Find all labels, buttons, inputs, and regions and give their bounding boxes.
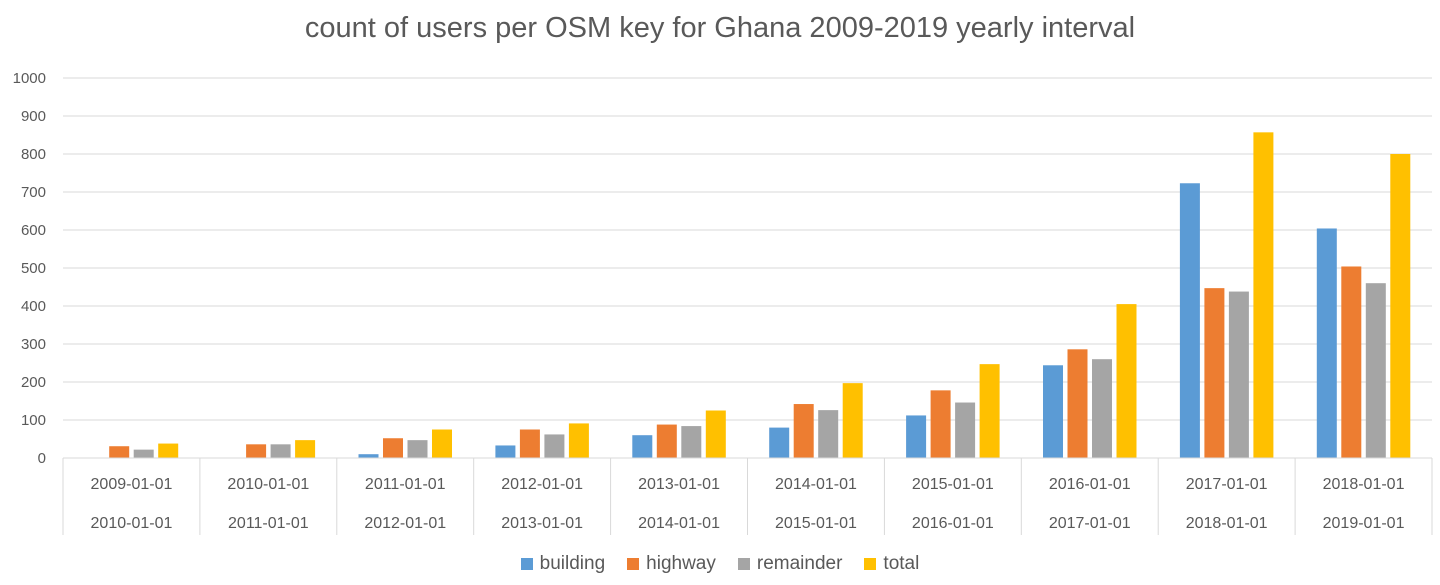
legend-swatch: [627, 558, 640, 570]
bar-total: [158, 443, 179, 458]
legend-item-highway[interactable]: highway: [627, 553, 716, 575]
bar-building: [1043, 365, 1063, 458]
bar-total: [295, 440, 316, 458]
chart-title: count of users per OSM key for Ghana 200…: [304, 12, 1136, 44]
x-tick-label: 2016-01-01: [912, 515, 994, 532]
bar-highway: [656, 424, 677, 458]
legend: building highway remainder total: [0, 553, 1440, 575]
y-tick-label: 200: [21, 374, 46, 391]
x-tick-label: 2015-01-01: [912, 476, 994, 493]
x-tick-label: 2016-01-01: [1049, 476, 1131, 493]
bar-total: [979, 364, 1000, 458]
bar-highway: [793, 404, 814, 458]
bar-building: [632, 435, 653, 458]
bar-building: [1179, 183, 1200, 458]
y-tick-label: 100: [21, 412, 46, 429]
bar-building: [1316, 228, 1337, 458]
x-axis: 2009-01-01 2010-01-01 2010-01-01 2011-01-01…: [62, 457, 1433, 535]
y-tick-label: 300: [21, 336, 46, 353]
x-tick-label: 2013-01-01: [638, 476, 720, 493]
bar-building: [769, 427, 790, 458]
legend-swatch: [737, 558, 750, 570]
y-tick-label: 600: [21, 222, 46, 239]
bar-remainder: [544, 434, 565, 458]
bar-total: [568, 423, 589, 458]
bars: [109, 132, 1411, 458]
bar-total: [1390, 154, 1411, 458]
x-tick-label: 2019-01-01: [1323, 515, 1405, 532]
bar-remainder: [270, 444, 291, 458]
bar-highway: [246, 444, 267, 458]
bar-highway: [1341, 266, 1362, 458]
y-tick-label: 700: [21, 184, 46, 201]
bar-total: [705, 410, 726, 458]
bar-total: [842, 383, 863, 458]
x-tick-label: 2012-01-01: [501, 476, 583, 493]
legend-label: total: [883, 553, 920, 574]
x-tick-label: 2010-01-01: [91, 515, 173, 532]
legend-swatch: [520, 558, 533, 570]
legend-swatch: [864, 558, 877, 570]
x-tick-label: 2017-01-01: [1049, 515, 1131, 532]
legend-item-total[interactable]: total: [864, 553, 919, 575]
bar-remainder: [681, 426, 702, 458]
legend-item-remainder[interactable]: remainder: [737, 553, 843, 575]
bar-remainder: [818, 410, 839, 458]
bar-highway: [1067, 349, 1088, 458]
x-tick-label: 2017-01-01: [1186, 476, 1268, 493]
y-tick-label: 0: [38, 450, 46, 467]
y-tick-label: 400: [21, 298, 46, 315]
y-tick-label: 900: [21, 108, 46, 125]
bar-remainder: [955, 402, 976, 458]
x-tick-label: 2011-01-01: [228, 515, 309, 532]
bar-highway: [383, 438, 403, 458]
legend-label: highway: [646, 553, 716, 574]
bar-highway: [109, 446, 130, 458]
y-tick-label: 500: [21, 260, 46, 277]
x-tick-label: 2011-01-01: [365, 476, 446, 493]
bar-remainder: [133, 449, 154, 458]
bar-remainder: [1365, 283, 1386, 458]
gridlines: [63, 77, 1432, 459]
legend-label: remainder: [756, 553, 843, 574]
y-tick-label: 800: [21, 146, 46, 163]
x-tick-label: 2013-01-01: [501, 515, 583, 532]
bar-highway: [1204, 288, 1225, 458]
x-tick-label: 2009-01-01: [91, 476, 173, 493]
x-tick-label: 2014-01-01: [638, 515, 720, 532]
bar-building: [906, 415, 927, 458]
x-tick-label: 2018-01-01: [1186, 515, 1268, 532]
bar-building: [358, 454, 379, 458]
bar-remainder: [1228, 291, 1249, 458]
x-tick-label: 2012-01-01: [364, 515, 446, 532]
bar-highway: [519, 429, 540, 458]
bar-remainder: [1092, 359, 1112, 458]
bar-highway: [930, 390, 951, 458]
y-tick-label: 1000: [13, 70, 46, 87]
legend-label: building: [539, 553, 606, 574]
bar-total: [1116, 304, 1137, 458]
bar-total: [432, 429, 452, 458]
bar-total: [1253, 132, 1274, 458]
x-tick-label: 2018-01-01: [1323, 476, 1405, 493]
y-axis-ticks: 0 100 200 300 400 500 600 700 800 900 1000: [13, 70, 46, 467]
bar-remainder: [407, 440, 428, 458]
legend-item-building[interactable]: building: [520, 553, 606, 575]
x-tick-label: 2010-01-01: [227, 476, 309, 493]
bar-building: [495, 445, 516, 458]
x-tick-label: 2014-01-01: [775, 476, 857, 493]
x-tick-label: 2015-01-01: [775, 515, 857, 532]
